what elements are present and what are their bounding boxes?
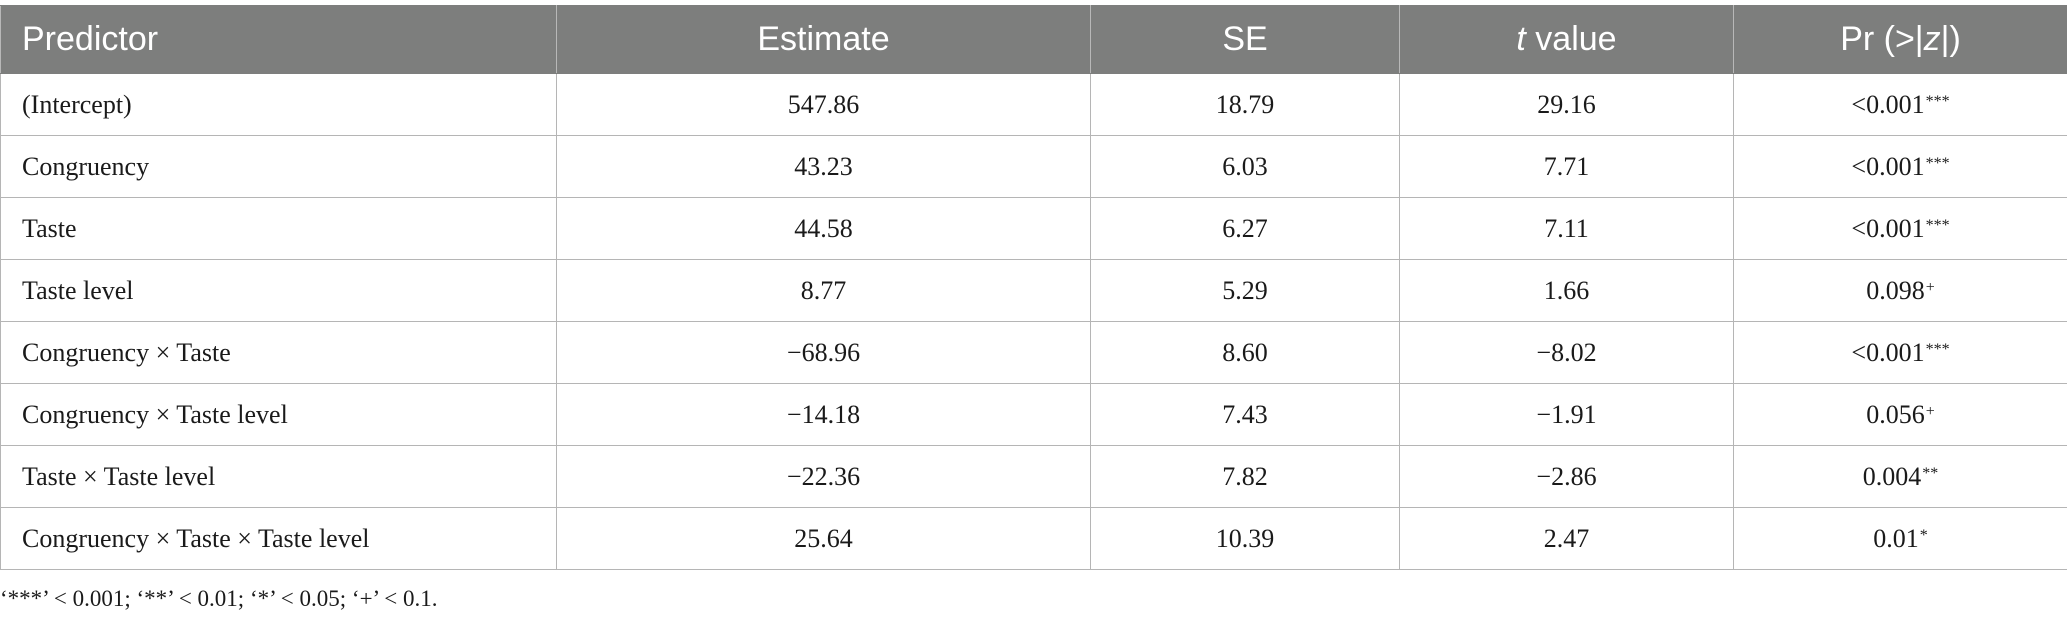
significance-marker: *** [1925,216,1950,234]
header-p-italic: z [1923,20,1941,58]
significance-marker: *** [1925,92,1950,110]
cell-predictor: (Intercept) [0,73,557,136]
significance-marker: * [1919,526,1928,544]
cell-p-value: 0.098+ [1733,259,2067,322]
cell-estimate: 44.58 [556,197,1091,260]
cell-predictor: Taste [0,197,557,260]
cell-predictor: Taste level [0,259,557,322]
p-value-text: 0.01 [1873,523,1919,553]
cell-predictor: Taste × Taste level [0,445,557,508]
significance-marker: *** [1925,154,1950,172]
header-p-suffix: |) [1940,20,1961,58]
header-t-rest: value [1525,20,1617,58]
cell-p-value: <0.001*** [1733,135,2067,198]
cell-predictor: Congruency × Taste [0,321,557,384]
cell-p-value: 0.004** [1733,445,2067,508]
p-value-text: <0.001 [1851,151,1925,181]
cell-predictor: Congruency × Taste level [0,383,557,446]
p-value-text: <0.001 [1851,337,1925,367]
table-row: Taste 44.58 6.27 7.11 <0.001*** [0,197,2067,260]
p-value-text: 0.004 [1862,461,1922,491]
header-predictor: Predictor [0,5,557,74]
cell-estimate: 25.64 [556,507,1091,570]
table-footnote: ‘***’ < 0.001; ‘**’ < 0.01; ‘*’ < 0.05; … [0,586,438,611]
cell-se: 10.39 [1090,507,1400,570]
cell-p-value: <0.001*** [1733,73,2067,136]
cell-predictor: Congruency [0,135,557,198]
significance-marker: + [1925,402,1935,420]
header-t-value: t value [1399,5,1734,74]
header-se: SE [1090,5,1400,74]
significance-marker: + [1925,278,1935,296]
p-value-text: <0.001 [1851,213,1925,243]
table-row: Congruency × Taste level −14.18 7.43 −1.91 0… [0,383,2067,446]
header-row: Predictor Estimate SE t value Pr (>|z|) [0,5,2067,74]
table-row: (Intercept) 547.86 18.79 29.16 <0.001*** [0,73,2067,136]
cell-se: 5.29 [1090,259,1400,322]
cell-estimate: −14.18 [556,383,1091,446]
cell-estimate: −22.36 [556,445,1091,508]
regression-table: Predictor Estimate SE t value Pr (>|z|) … [0,5,2067,570]
p-value-text: 0.056 [1866,399,1925,429]
cell-estimate: 547.86 [556,73,1091,136]
table-row: Congruency × Taste × Taste level 25.64 10.… [0,507,2067,570]
cell-predictor: Congruency × Taste × Taste level [0,507,557,570]
cell-t-value: 7.71 [1399,135,1734,198]
significance-marker: *** [1925,340,1950,358]
cell-se: 6.03 [1090,135,1400,198]
cell-estimate: 8.77 [556,259,1091,322]
cell-t-value: −1.91 [1399,383,1734,446]
table-body: (Intercept) 547.86 18.79 29.16 <0.001*** Cong… [0,73,2067,570]
cell-t-value: −8.02 [1399,321,1734,384]
p-value-text: <0.001 [1851,89,1925,119]
cell-t-value: 7.11 [1399,197,1734,260]
header-estimate: Estimate [556,5,1091,74]
cell-p-value: <0.001*** [1733,321,2067,384]
cell-se: 8.60 [1090,321,1400,384]
cell-t-value: 1.66 [1399,259,1734,322]
table-row: Congruency 43.23 6.03 7.71 <0.001*** [0,135,2067,198]
cell-t-value: 29.16 [1399,73,1734,136]
table-header: Predictor Estimate SE t value Pr (>|z|) [0,5,2067,74]
table-row: Taste level 8.77 5.29 1.66 0.098+ [0,259,2067,322]
regression-table-container: Predictor Estimate SE t value Pr (>|z|) … [0,5,2067,570]
cell-estimate: −68.96 [556,321,1091,384]
cell-se: 7.82 [1090,445,1400,508]
cell-p-value: 0.01* [1733,507,2067,570]
cell-se: 6.27 [1090,197,1400,260]
header-p-value: Pr (>|z|) [1733,5,2067,74]
cell-se: 7.43 [1090,383,1400,446]
cell-t-value: 2.47 [1399,507,1734,570]
header-t-italic: t [1516,20,1526,58]
table-row: Congruency × Taste −68.96 8.60 −8.02 <0.001*… [0,321,2067,384]
cell-t-value: −2.86 [1399,445,1734,508]
cell-se: 18.79 [1090,73,1400,136]
p-value-text: 0.098 [1866,275,1925,305]
cell-p-value: <0.001*** [1733,197,2067,260]
table-row: Taste × Taste level −22.36 7.82 −2.86 0.004*… [0,445,2067,508]
header-p-prefix: Pr (>| [1840,20,1924,58]
cell-p-value: 0.056+ [1733,383,2067,446]
significance-marker: ** [1922,464,1939,482]
cell-estimate: 43.23 [556,135,1091,198]
